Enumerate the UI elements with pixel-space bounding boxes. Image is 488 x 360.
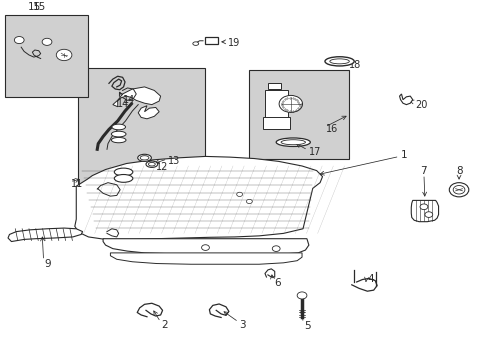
Ellipse shape <box>111 138 126 143</box>
Text: 2: 2 <box>161 320 168 329</box>
Ellipse shape <box>192 42 198 45</box>
Circle shape <box>236 192 242 197</box>
Circle shape <box>419 204 427 210</box>
Text: 10: 10 <box>175 239 187 249</box>
Ellipse shape <box>146 161 158 167</box>
Ellipse shape <box>325 57 353 66</box>
Text: 17: 17 <box>308 147 321 157</box>
Polygon shape <box>75 156 322 239</box>
Circle shape <box>42 38 52 45</box>
Polygon shape <box>8 228 82 242</box>
Text: 5: 5 <box>304 321 310 330</box>
Circle shape <box>297 292 306 299</box>
Text: 19: 19 <box>227 38 240 48</box>
Ellipse shape <box>114 175 133 182</box>
Text: 9: 9 <box>44 259 51 269</box>
Polygon shape <box>113 87 160 107</box>
Text: 20: 20 <box>414 100 427 110</box>
Ellipse shape <box>112 124 125 130</box>
Circle shape <box>272 246 280 252</box>
Circle shape <box>14 36 24 44</box>
Text: 12: 12 <box>156 162 168 172</box>
Bar <box>4 15 88 97</box>
Text: 18: 18 <box>348 60 360 70</box>
Text: 7: 7 <box>419 166 426 176</box>
Ellipse shape <box>148 162 155 166</box>
Text: 14: 14 <box>122 95 135 105</box>
Text: 4: 4 <box>366 274 373 284</box>
Ellipse shape <box>276 138 310 147</box>
Circle shape <box>246 199 252 204</box>
Bar <box>267 83 280 89</box>
Bar <box>249 70 348 159</box>
Circle shape <box>448 183 468 197</box>
Circle shape <box>201 245 209 251</box>
Text: 8: 8 <box>456 166 462 176</box>
Circle shape <box>56 49 72 60</box>
Text: 13: 13 <box>168 156 180 166</box>
Ellipse shape <box>140 156 149 160</box>
Circle shape <box>279 95 302 112</box>
Bar <box>263 117 290 130</box>
Polygon shape <box>110 253 302 264</box>
Polygon shape <box>399 94 412 105</box>
Text: 15: 15 <box>27 3 41 12</box>
Text: 11: 11 <box>71 179 83 189</box>
Ellipse shape <box>281 140 305 145</box>
Bar <box>205 37 218 44</box>
Text: 15: 15 <box>32 3 45 12</box>
Text: 3: 3 <box>239 320 246 329</box>
Circle shape <box>452 185 464 194</box>
Polygon shape <box>103 239 308 255</box>
Polygon shape <box>78 68 205 208</box>
Bar <box>264 90 288 118</box>
Circle shape <box>424 212 432 217</box>
Ellipse shape <box>111 131 126 137</box>
Text: 14: 14 <box>117 99 129 109</box>
Text: 1: 1 <box>400 150 407 160</box>
Text: 6: 6 <box>273 278 280 288</box>
Text: 16: 16 <box>326 125 338 134</box>
Ellipse shape <box>138 154 151 161</box>
Polygon shape <box>138 106 159 119</box>
Ellipse shape <box>329 59 348 64</box>
Ellipse shape <box>114 168 133 176</box>
Polygon shape <box>410 201 438 222</box>
